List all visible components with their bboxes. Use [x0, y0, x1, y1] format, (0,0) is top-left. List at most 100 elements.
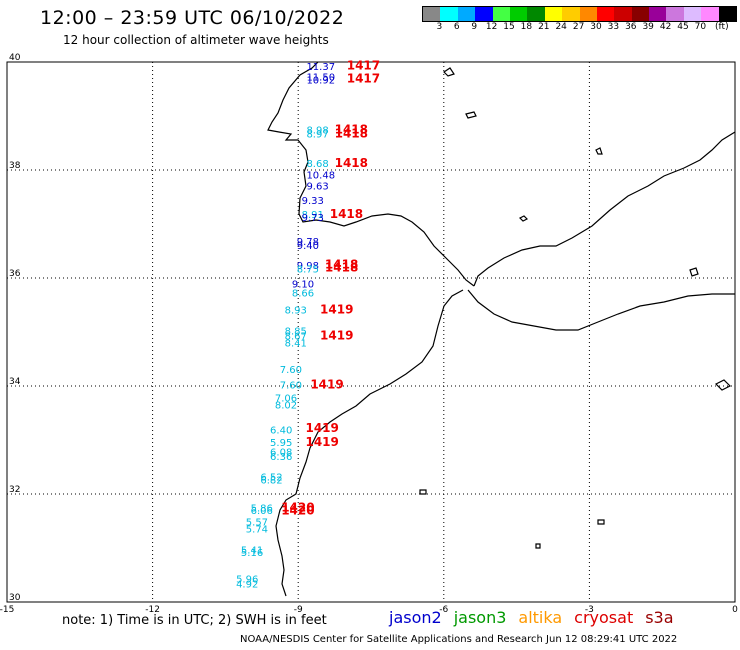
color-swatch: [423, 7, 441, 21]
x-tick-label: -6: [439, 605, 448, 615]
wave-height-value: 8.85: [285, 327, 307, 338]
color-swatch: [596, 7, 615, 21]
wave-height-value: 9.63: [306, 181, 328, 192]
wave-height-value: 5.16: [241, 548, 263, 559]
wave-height-value: 8.02: [275, 401, 297, 412]
wave-height-value: 4.92: [236, 579, 258, 590]
color-scale-label: 33: [607, 22, 620, 32]
color-swatch: [527, 7, 545, 21]
color-swatch: [631, 7, 650, 21]
y-tick-label: 34: [9, 377, 21, 387]
wave-height-value: 9.98: [297, 261, 319, 272]
observation-time: 1419: [305, 435, 338, 449]
wave-height-value: 5.41: [241, 545, 263, 556]
wave-height-value: 5.86: [251, 503, 273, 514]
wave-height-value: 6.06: [251, 506, 273, 517]
wave-height-value: 5.95: [270, 438, 292, 449]
wave-height-value: 8.66: [292, 288, 314, 299]
wave-height-value: 8.93: [285, 306, 307, 317]
observation-time: 1418: [335, 127, 368, 141]
observation-time: 1417: [347, 72, 380, 86]
wave-height-value: 5.96: [236, 575, 258, 586]
observation-time: 1418: [330, 207, 363, 221]
coastline-iberia-south: [473, 131, 736, 287]
color-swatch: [579, 7, 597, 21]
color-swatch: [666, 7, 684, 21]
color-swatch: [683, 7, 702, 21]
map-frame: [6, 61, 736, 603]
coastline-africa: [275, 289, 464, 597]
legend-item-altika: altika: [518, 608, 563, 627]
y-tick-label: 40: [9, 53, 21, 63]
island-4: [689, 267, 699, 277]
credit-text: NOAA/NESDIS Center for Satellite Applica…: [240, 634, 678, 645]
y-tick-label: 38: [9, 161, 21, 171]
wave-height-value: 6.36: [270, 452, 292, 463]
observation-time: 1418: [325, 261, 358, 275]
wave-height-value: 7.06: [275, 394, 297, 405]
x-tick-label: -9: [294, 605, 303, 615]
wave-height-value: 9.40: [297, 241, 319, 252]
x-tick-label: -3: [585, 605, 594, 615]
observation-time: 1418: [325, 257, 358, 271]
observation-time: 1419: [320, 303, 353, 317]
wave-height-value: 8.41: [285, 339, 307, 350]
color-scale-label: 36: [625, 22, 637, 32]
color-swatch: [492, 7, 510, 21]
color-scale-label: 12: [485, 22, 498, 32]
legend-item-jason3: jason3: [453, 608, 507, 627]
color-scale-label: (ft): [715, 22, 729, 32]
wave-height-value: 10.48: [306, 171, 335, 182]
color-swatch: [649, 7, 667, 21]
wave-height-value: 8.68: [306, 159, 328, 170]
wave-height-value: 6.82: [260, 476, 282, 487]
color-scale-label: 42: [659, 22, 672, 32]
wave-height-value: 8.91: [302, 210, 324, 221]
observation-time: 1418: [335, 156, 368, 170]
color-scale-label: 3: [436, 22, 443, 32]
map-grid: -15 -12 -9 -6 -3 0 40 38 36 34 32 30: [0, 53, 738, 615]
island-6: [597, 519, 605, 525]
observation-time: 1420: [281, 500, 314, 514]
color-swatch: [562, 7, 580, 21]
wave-height-value: 9.33: [302, 196, 324, 207]
coastline: [267, 61, 736, 597]
observation-time: 1419: [305, 421, 338, 435]
y-tick-label: 30: [9, 593, 21, 603]
legend-item-s3a: s3a: [645, 608, 674, 627]
wave-height-value: 9.78: [297, 237, 319, 248]
coastline-africa-north: [467, 289, 735, 331]
page-subtitle: 12 hour collection of altimeter wave hei…: [63, 33, 329, 47]
x-tick-label: -15: [0, 605, 14, 615]
x-tick-label: -12: [145, 605, 160, 615]
wave-height-value: 11.37: [306, 62, 335, 73]
island-7: [535, 543, 541, 549]
coastline-iberia-west: [267, 61, 475, 287]
island-5: [419, 489, 427, 495]
color-scale-label: 24: [555, 22, 567, 32]
color-scale-label: 45: [677, 22, 689, 32]
island-9: [465, 111, 477, 119]
color-swatch: [509, 7, 528, 21]
color-scale-label: 70: [694, 22, 707, 32]
wave-height-value: 8.67: [285, 332, 307, 343]
page-title: 12:00 – 23:59 UTC 06/10/2022: [40, 7, 345, 29]
color-scale-label: 21: [538, 22, 550, 32]
island-1: [518, 215, 529, 222]
color-scale-label: 30: [590, 22, 602, 32]
wave-height-value: 7.60: [280, 365, 302, 376]
color-swatch: [440, 7, 458, 21]
color-swatch: [457, 7, 476, 21]
y-tick-label: 36: [9, 269, 21, 279]
wave-height-value: 8.98: [306, 125, 328, 136]
observation-time: 1417: [347, 59, 380, 73]
color-scale-label: 27: [572, 22, 585, 32]
legend-item-cryosat: cryosat: [574, 608, 634, 627]
color-scale-labels: 3 6 9 12 15 18 21 24 27 30 33 36 39 42 45 70 (ft): [422, 22, 740, 34]
island-2: [443, 67, 455, 77]
observation-time: 1419: [320, 329, 353, 343]
wave-height-value: 5.57: [246, 517, 268, 528]
wave-height-value: 5.74: [246, 524, 268, 535]
